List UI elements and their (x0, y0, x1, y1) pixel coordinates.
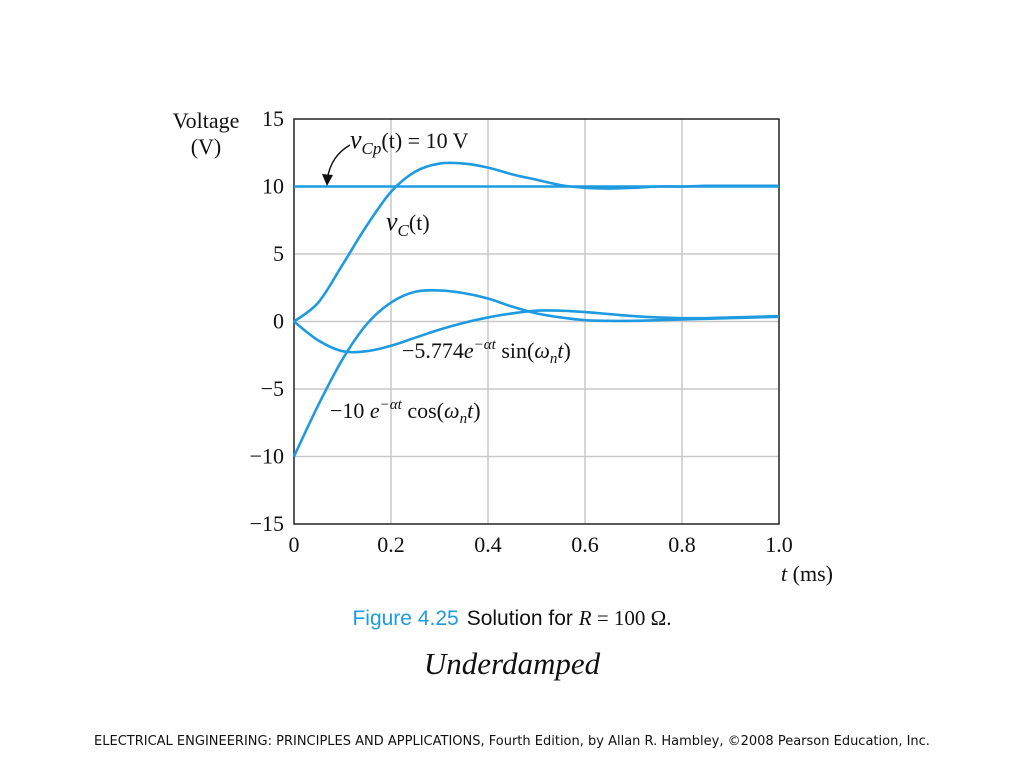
annotation-sin: −5.774e−αt sin(ωnt) (402, 337, 571, 367)
y-axis-title-line1: Voltage (173, 108, 240, 133)
y-tick-label: 15 (262, 106, 284, 131)
y-axis-title-line2: (V) (191, 134, 222, 159)
slide-title: Underdamped (423, 646, 601, 681)
figure-label: Figure 4.25 (352, 607, 459, 630)
y-tick-label: 0 (273, 309, 284, 334)
x-tick-label: 0.4 (474, 532, 502, 557)
x-axis-title: t (ms) (781, 561, 833, 586)
tick-labels: 0 0.2 0.4 0.6 0.8 1.0 15 10 5 0 −5 −10 −15 (250, 106, 793, 557)
series-line-vc (293, 161, 779, 323)
footer-credit: ELECTRICAL ENGINEERING: PRINCIPLES AND A… (94, 734, 930, 749)
x-tick-label: 0 (289, 532, 300, 557)
x-tick-label: 1.0 (765, 532, 793, 557)
figure-caption: Figure 4.25 Solution for R = 100 Ω. (0, 606, 1024, 631)
x-tick-label: 0.8 (668, 532, 696, 557)
x-tick-label: 0.2 (377, 532, 405, 557)
y-tick-label: −10 (250, 444, 284, 469)
series-line-cos (292, 288, 780, 458)
y-tick-label: 5 (273, 241, 284, 266)
y-tick-label: −5 (261, 376, 284, 401)
figure-caption-value: = 100 Ω. (591, 606, 672, 630)
x-tick-label: 0.6 (571, 532, 599, 557)
figure-caption-var: R (578, 606, 592, 630)
y-tick-label: −15 (250, 511, 284, 536)
figure-caption-text: Solution for (466, 607, 573, 630)
x-axis-unit: (ms) (787, 561, 833, 586)
annotation-vcp: vCp(t) = 10 V (350, 125, 469, 158)
annotation-vcp-arrowhead (322, 174, 333, 186)
annotation-vc: vC(t) (386, 207, 430, 240)
y-tick-label: 10 (262, 174, 284, 199)
series-lines (292, 161, 780, 458)
annotation-vcp-arrow (326, 144, 351, 181)
annotation-cos: −10 e−αt cos(ωnt) (330, 397, 481, 427)
x-axis-var: t (781, 561, 788, 586)
